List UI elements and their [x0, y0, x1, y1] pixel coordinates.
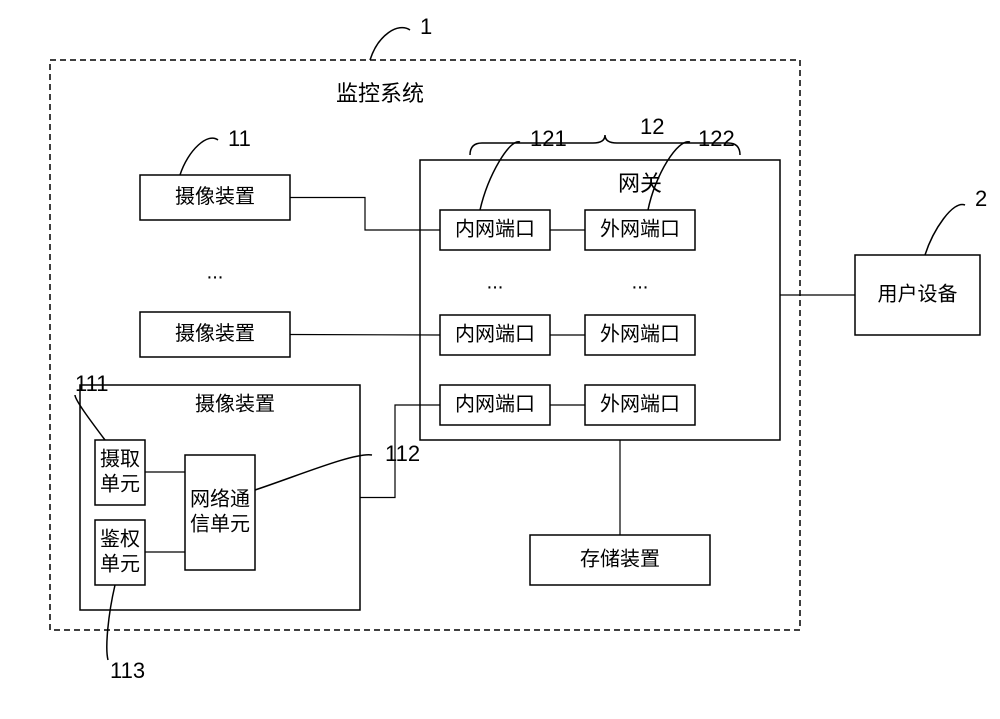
capture-label-1: 单元: [100, 472, 140, 495]
leader-num-1: 2: [975, 186, 987, 211]
text-4: ...: [632, 271, 649, 293]
text-3: ...: [487, 271, 504, 293]
leader-num-5: 122: [698, 126, 735, 151]
leader-0: [370, 28, 410, 60]
in2-label: 内网端口: [455, 322, 535, 345]
cam1-label: 摄像装置: [175, 185, 255, 208]
text-2: ...: [207, 261, 224, 283]
cam2-label: 摄像装置: [175, 322, 255, 345]
leader-num-3: 12: [640, 114, 664, 139]
in3-label: 内网端口: [455, 392, 535, 415]
leader-1: [925, 204, 965, 255]
out2-label: 外网端口: [600, 322, 680, 345]
out3-label: 外网端口: [600, 392, 680, 415]
out1-label: 外网端口: [600, 217, 680, 240]
storage-label: 存储装置: [580, 547, 660, 570]
cam3-title: 摄像装置: [195, 392, 275, 415]
leader-num-0: 1: [420, 14, 432, 39]
leader-num-8: 113: [110, 658, 145, 683]
system-box: [50, 60, 800, 630]
in1-label: 内网端口: [455, 217, 535, 240]
auth-label-0: 鉴权: [100, 527, 140, 550]
auth-label-1: 单元: [100, 552, 140, 575]
user-label: 用户设备: [878, 282, 958, 305]
leader-num-4: 121: [530, 126, 567, 151]
leader-4: [480, 142, 520, 210]
leader-2: [180, 138, 218, 175]
capture-label-0: 摄取: [100, 447, 140, 470]
netcomm-label-0: 网络通: [190, 487, 250, 510]
diagram-svg: 摄像装置摄像装置内网端口外网端口内网端口外网端口内网端口外网端口存储装置用户设备…: [0, 0, 1000, 719]
leader-8: [107, 585, 115, 660]
leader-num-2: 11: [228, 126, 251, 151]
connector-1: [290, 335, 440, 336]
netcomm-label-1: 信单元: [190, 512, 250, 535]
leader-num-6: 111: [75, 371, 108, 396]
leader-7: [255, 455, 372, 490]
connector-0: [290, 198, 440, 231]
text-0: 监控系统: [336, 81, 424, 106]
leader-num-7: 112: [385, 441, 420, 466]
